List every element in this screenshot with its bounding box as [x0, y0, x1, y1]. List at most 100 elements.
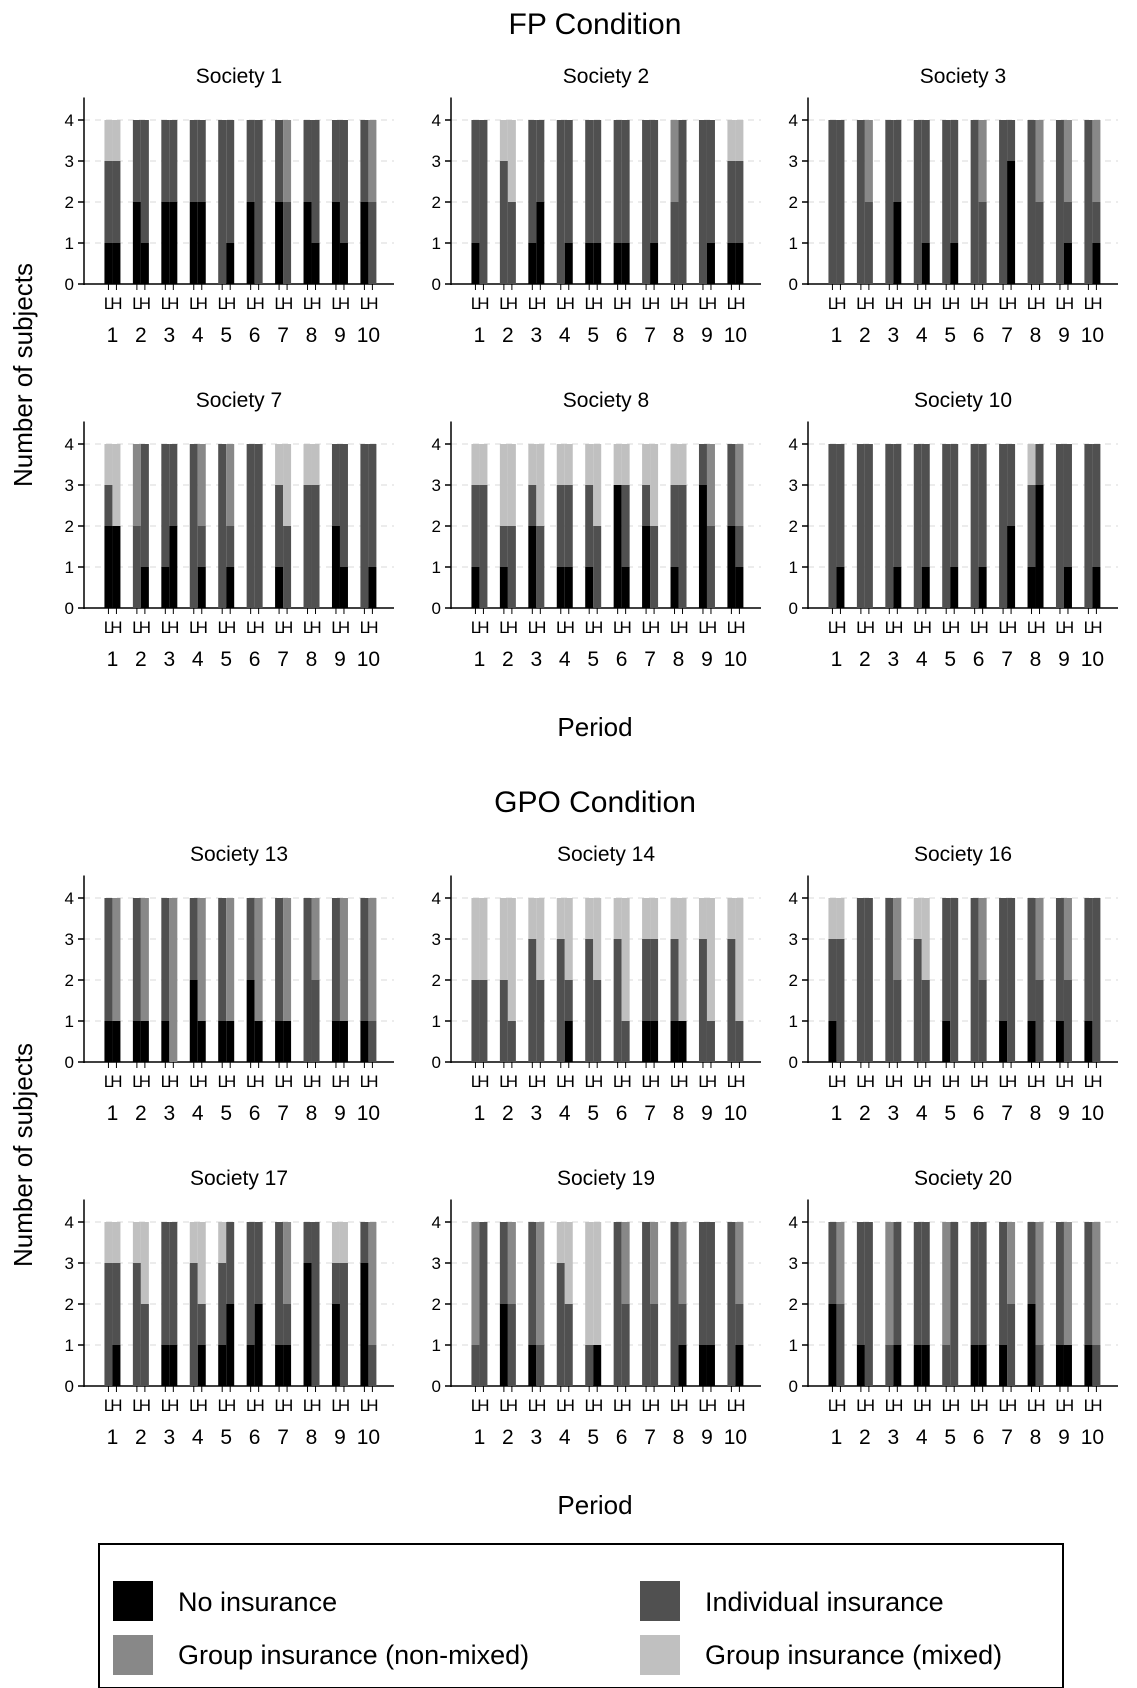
bar-h-period-5-individual-insurance [950, 120, 959, 243]
x-tick-label-h: H [676, 618, 688, 637]
bar-h-period-4-group-insurance-mixed [564, 1222, 573, 1304]
bar-h-period-5-individual-insurance [950, 898, 959, 1062]
x-tick-label-h: H [139, 1396, 151, 1415]
bar-l-period-6-individual-insurance [246, 1222, 255, 1345]
bar-h-period-1-individual-insurance [479, 485, 488, 608]
bar-l-period-4-individual-insurance [556, 1263, 565, 1386]
panel-society-1: Society 101234LH1LH2LH3LH4LH5LH6LH7LH8LH… [65, 65, 394, 347]
period-label-2: 2 [859, 324, 871, 347]
x-tick-label-h: H [948, 294, 960, 313]
bar-l-period-2-no-insurance [132, 202, 141, 284]
period-label-2: 2 [135, 1102, 147, 1125]
bar-h-period-3-no-insurance [893, 567, 902, 608]
bar-l-period-9-individual-insurance [1055, 444, 1064, 608]
period-label-4: 4 [192, 324, 204, 347]
period-label-2: 2 [859, 1426, 871, 1449]
legend-label-no-insurance: No insurance [178, 1587, 337, 1617]
x-tick-label-l: L [1055, 618, 1064, 637]
fp-condition-title: FP Condition [509, 8, 682, 41]
period-label-5: 5 [587, 1426, 599, 1449]
bar-h-period-6-no-insurance [621, 567, 630, 608]
x-tick-label-h: H [648, 294, 660, 313]
bar-h-period-9-no-insurance [706, 1345, 715, 1386]
bar-h-period-6-individual-insurance [254, 444, 263, 608]
period-label-10: 10 [1081, 648, 1104, 671]
x-tick-label-h: H [563, 1396, 575, 1415]
bar-h-period-9-individual-insurance [706, 1222, 715, 1345]
y-tick-label-0: 0 [789, 599, 798, 618]
bar-l-period-5-no-insurance [218, 1021, 227, 1062]
bar-l-period-3-individual-insurance [885, 444, 894, 608]
period-label-7: 7 [1001, 1426, 1013, 1449]
x-tick-label-h: H [1062, 1072, 1074, 1091]
bar-l-period-1-no-insurance [471, 243, 480, 284]
bar-h-period-1-individual-insurance [479, 1222, 488, 1386]
period-label-7: 7 [1001, 324, 1013, 347]
bar-l-period-10-individual-insurance [360, 444, 369, 608]
x-tick-label-h: H [676, 1396, 688, 1415]
bar-l-period-3-individual-insurance [161, 444, 170, 567]
x-tick-label-h: H [506, 1072, 518, 1091]
bar-h-period-7-group-insurance-mixed [650, 898, 659, 939]
x-tick-label-h: H [196, 618, 208, 637]
bar-h-period-10-no-insurance [735, 1345, 744, 1386]
period-label-7: 7 [277, 648, 289, 671]
x-tick-label-l: L [727, 294, 736, 313]
bar-h-period-2-no-insurance [140, 1021, 149, 1062]
period-label-7: 7 [644, 648, 656, 671]
bar-h-period-7-no-insurance [650, 243, 659, 284]
bar-l-period-7-individual-insurance [642, 120, 651, 284]
bar-l-period-1-group-insurance-mixed [471, 444, 480, 485]
bar-l-period-2-individual-insurance [132, 898, 141, 1021]
period-label-2: 2 [135, 324, 147, 347]
bar-h-period-6-group-insurance-non-mixed [621, 1222, 630, 1304]
x-tick-label-l: L [941, 1396, 950, 1415]
bar-h-period-3-individual-insurance [169, 444, 178, 526]
x-tick-label-l: L [104, 1396, 113, 1415]
x-tick-label-l: L [331, 618, 340, 637]
period-label-2: 2 [502, 1102, 514, 1125]
y-tick-label-2: 2 [432, 1295, 441, 1314]
bar-h-period-7-no-insurance [650, 1021, 659, 1062]
bar-l-period-2-individual-insurance [856, 898, 865, 1062]
bar-l-period-3-individual-insurance [528, 120, 537, 243]
bar-l-period-9-no-insurance [1055, 1345, 1064, 1386]
bar-h-period-9-no-insurance [339, 243, 348, 284]
bar-l-period-3-individual-insurance [885, 1345, 894, 1386]
x-tick-label-h: H [338, 618, 350, 637]
bar-h-period-2-group-insurance-mixed [507, 444, 516, 526]
period-label-3: 3 [530, 1102, 542, 1125]
bar-l-period-1-no-insurance [828, 1021, 837, 1062]
bar-h-period-5-individual-insurance [593, 980, 602, 1062]
bar-l-period-1-group-insurance-mixed [471, 898, 480, 980]
bar-l-period-10-individual-insurance [360, 898, 369, 1021]
bar-h-period-4-individual-insurance [921, 1222, 930, 1345]
period-label-9: 9 [334, 1102, 346, 1125]
period-label-4: 4 [559, 648, 571, 671]
period-label-2: 2 [135, 1426, 147, 1449]
bar-h-period-8-group-insurance-non-mixed [1035, 898, 1044, 980]
x-tick-label-l: L [331, 1396, 340, 1415]
legend-label-group-insurance-non-mixed: Group insurance (non-mixed) [178, 1640, 529, 1670]
bar-l-period-3-individual-insurance [885, 898, 894, 1062]
x-tick-label-h: H [281, 618, 293, 637]
bar-h-period-5-no-insurance [950, 567, 959, 608]
bar-l-period-9-individual-insurance [698, 939, 707, 1062]
x-tick-label-l: L [471, 1396, 480, 1415]
bar-l-period-5-no-insurance [942, 1021, 951, 1062]
bar-l-period-10-no-insurance [360, 1263, 369, 1386]
bar-h-period-5-individual-insurance [950, 444, 959, 567]
bar-h-period-5-individual-insurance [593, 526, 602, 608]
bar-l-period-10-individual-insurance [727, 161, 736, 243]
x-tick-label-h: H [196, 1072, 208, 1091]
bar-l-period-3-no-insurance [528, 526, 537, 608]
bar-l-period-10-individual-insurance [727, 939, 736, 1062]
bar-h-period-10-individual-insurance [1092, 202, 1101, 243]
period-label-4: 4 [559, 1426, 571, 1449]
panel-title-society-16: Society 16 [914, 843, 1012, 866]
x-tick-label-l: L [670, 618, 679, 637]
x-tick-label-l: L [217, 618, 226, 637]
bar-h-period-7-group-insurance-non-mixed [650, 1222, 659, 1304]
period-label-2: 2 [502, 648, 514, 671]
x-tick-label-l: L [727, 618, 736, 637]
